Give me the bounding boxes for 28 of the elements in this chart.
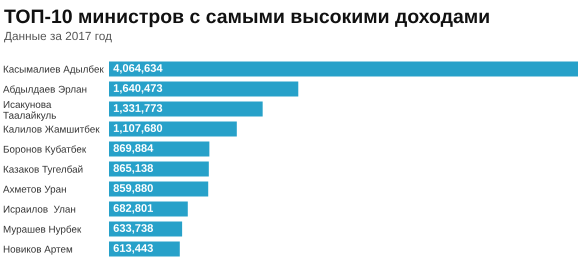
bar [109,102,263,116]
chart-title: ТОП-10 министров с самыми высокими доходами [4,9,489,28]
data-label: 865,138 [114,164,153,174]
data-label: 859,880 [114,184,153,194]
y-tick-label: Исраилов Улан [4,206,76,215]
data-label: 4,064,634 [113,64,163,74]
data-label: 613,443 [114,244,153,254]
y-tick-label: Мурашев Нурбек [4,225,82,235]
bar [109,122,237,136]
y-tick-label: Исакунова Таалайкуль [3,101,56,121]
bar [109,142,210,156]
chart-subtitle: Данные за 2017 год [4,32,112,42]
data-label: 633,738 [114,224,153,234]
data-label: 869,884 [114,144,154,154]
data-label: 682,801 [114,204,154,214]
y-tick-label: Казаков Тугелбай [4,165,82,175]
y-tick-label: Новиков Артем [4,246,72,255]
y-tick-label: Боронов Кубатбек [4,145,86,155]
bar [109,162,209,176]
y-tick-label: Абдылдаев Эрлан [3,85,86,95]
bar [109,82,298,96]
data-label: 1,331,773 [114,104,162,114]
y-tick-label: Касымалиев Адылбек [4,65,104,75]
data-label: 1,107,680 [114,124,162,134]
y-tick-label: Ахметов Уран [3,186,66,195]
bar [109,62,578,76]
data-label: 1,640,473 [114,84,162,94]
y-tick-label: Калилов Жамшитбек [4,125,100,133]
